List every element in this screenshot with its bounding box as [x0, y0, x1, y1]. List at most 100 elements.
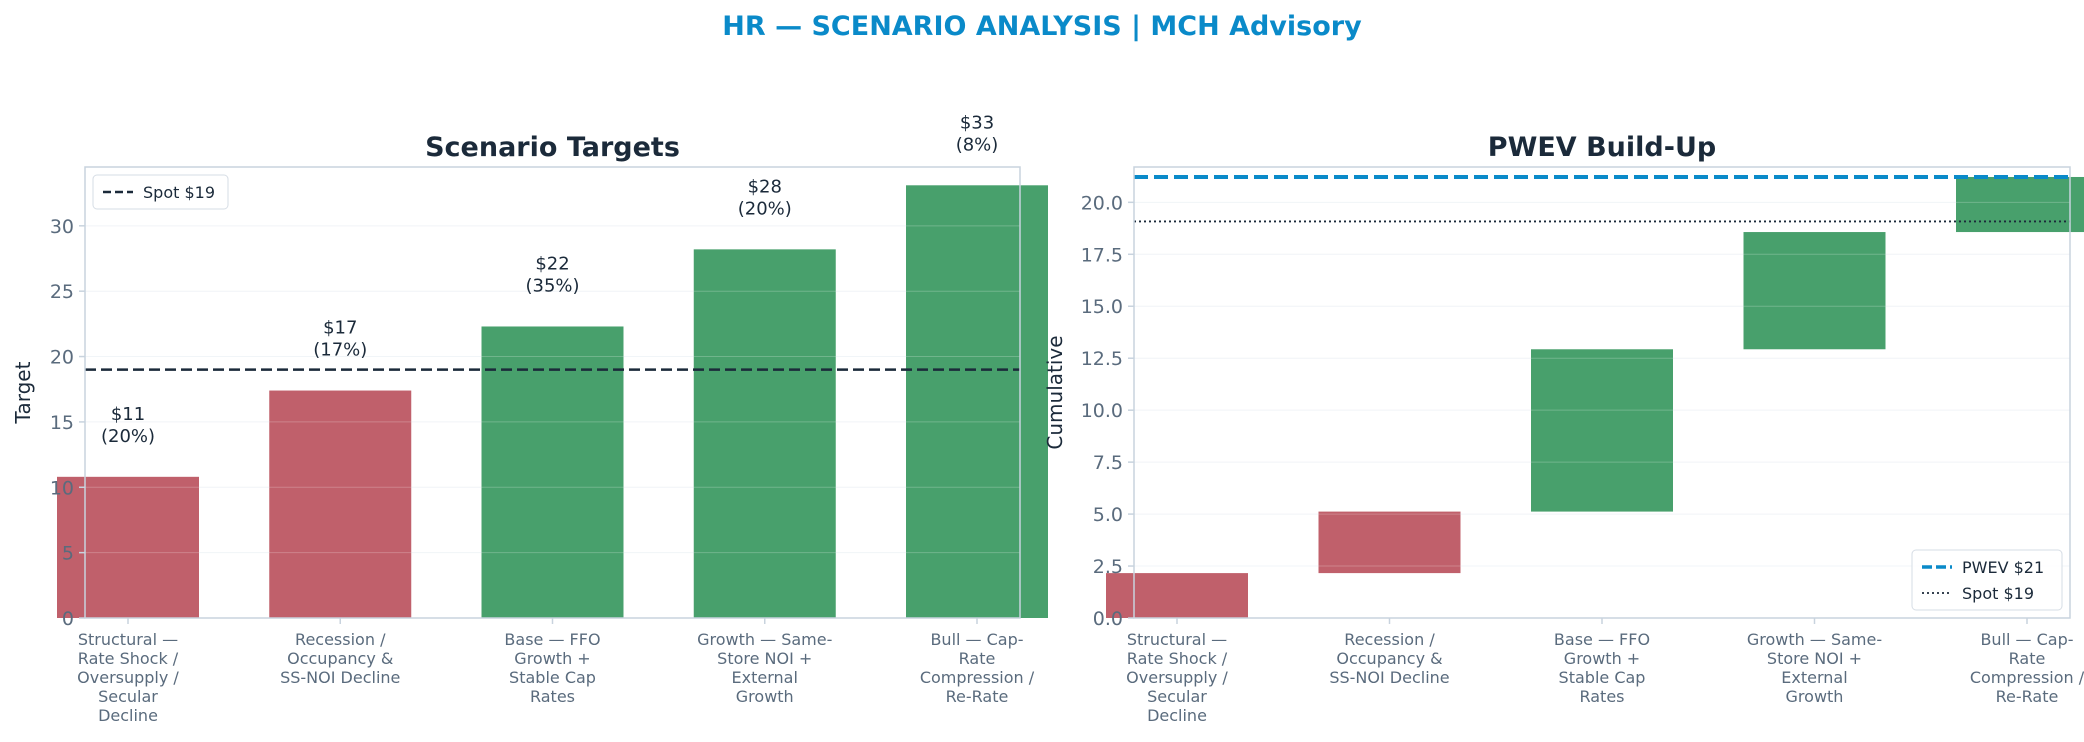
y-tick-label: 30 [50, 216, 74, 238]
text-line: Recession / [295, 630, 386, 649]
text-line: Structural — [78, 630, 178, 649]
text-line: Growth — Same- [1747, 630, 1882, 649]
y-tick-label: 0 [62, 608, 74, 630]
bar [57, 476, 199, 618]
y-axis-label: Target [11, 361, 35, 424]
text-line: Oversupply / [77, 668, 179, 687]
y-tick-label: 15.0 [1081, 296, 1123, 318]
bar [269, 390, 412, 618]
text-line: (17%) [313, 340, 367, 361]
text-line: Stable Cap [1559, 668, 1646, 687]
y-axis-label: Cumulative [1043, 335, 1067, 449]
text-line: Base — FFO [1554, 630, 1650, 649]
text-line: Decline [98, 706, 158, 725]
y-tick-label: 2.5 [1093, 556, 1123, 578]
legend-box [1911, 549, 2063, 611]
y-tick-label: 5 [62, 543, 74, 565]
text-line: (35%) [525, 275, 579, 296]
x-tick-label: Growth — Same-Store NOI + External Growth [1747, 630, 1882, 706]
text-line: Stable Cap [509, 668, 596, 687]
y-tick-label: 15 [50, 412, 74, 434]
y-tick-label: 0.0 [1093, 608, 1123, 630]
data-label: $17 (17%) [313, 318, 367, 361]
x-tick-label: Bull — Cap-Rate Compression / Re-Rate [1970, 630, 2084, 706]
text-line: Compression / [1970, 668, 2084, 687]
bar [1956, 176, 2084, 233]
bar [1743, 232, 1886, 350]
text-line: Rate [959, 649, 996, 668]
text-line: (20%) [738, 198, 792, 219]
data-label: $33 (8%) [956, 112, 999, 155]
x-axis-ticks: Structural — Rate Shock / Oversupply / Secu… [1126, 618, 2084, 725]
panel-title: PWEV Build-Up [1488, 132, 1716, 163]
text-line: Rates [530, 687, 575, 706]
text-line: External [732, 668, 798, 687]
text-line: Bull — Cap- [1980, 630, 2073, 649]
x-tick-label: Recession / Occupancy & SS-NOI Decline [1329, 630, 1449, 687]
data-label: $22 (35%) [525, 253, 579, 296]
text-line: Growth [1786, 687, 1844, 706]
text-line: Rate [2009, 649, 2046, 668]
pwev-buildup-panel: 0.0 2.5 5.0 7.5 10.0 12.5 15.0 17.5 20.0 Structu… [1043, 132, 2084, 725]
legend: PWEV $21 Spot $19 [1911, 549, 2063, 611]
y-axis-ticks: 0.0 2.5 5.0 7.5 10.0 12.5 15.0 17.5 20.0 [1081, 192, 1134, 630]
data-label: $11 (20%) [101, 404, 155, 447]
text-line: Growth + [514, 649, 590, 668]
bar [693, 249, 836, 619]
text-line: Occupancy & [287, 649, 393, 668]
legend-box [92, 174, 229, 210]
text-line: $28 [748, 176, 782, 197]
text-line: $17 [323, 318, 357, 339]
y-tick-label: 20 [50, 347, 74, 369]
text-line: Oversupply / [1126, 668, 1228, 687]
text-line: $11 [111, 404, 145, 425]
bars [1106, 176, 2084, 618]
text-line: Store NOI + [717, 649, 812, 668]
text-line: $33 [960, 112, 994, 133]
text-line: (8%) [956, 134, 999, 155]
scenario-targets-panel: 0 5 10 15 20 25 30 Structural — Rate Shock / Ove… [11, 112, 1048, 725]
text-line: Secular [1147, 687, 1207, 706]
bar [906, 185, 1048, 618]
text-line: $22 [535, 253, 569, 274]
bars [57, 185, 1048, 619]
y-tick-label: 20.0 [1081, 192, 1123, 214]
text-line: Growth + [1564, 649, 1640, 668]
bar [481, 326, 624, 618]
text-line: SS-NOI Decline [1329, 668, 1449, 687]
x-tick-label: Growth — Same-Store NOI + External Growth [697, 630, 832, 706]
text-line: Compression / [920, 668, 1035, 687]
y-tick-label: 10.0 [1081, 400, 1123, 422]
bar [1106, 573, 1248, 618]
x-tick-label: Structural — Rate Shock / Oversupply / Secu… [77, 630, 179, 725]
text-line: Store NOI + [1767, 649, 1862, 668]
x-tick-label: Structural — Rate Shock / Oversupply / Secu… [1126, 630, 1228, 725]
legend-label: Spot $19 [1962, 584, 2034, 603]
legend-label: Spot $19 [143, 183, 215, 202]
y-tick-label: 10 [50, 477, 74, 499]
y-tick-label: 12.5 [1081, 348, 1123, 370]
text-line: Re-Rate [946, 687, 1009, 706]
text-line: Base — FFO [504, 630, 600, 649]
text-line: Rate Shock / [1127, 649, 1228, 668]
text-line: (20%) [101, 426, 155, 447]
text-line: Growth [736, 687, 794, 706]
text-line: Structural — [1127, 630, 1227, 649]
text-line: Bull — Cap- [930, 630, 1023, 649]
x-axis-ticks: Structural — Rate Shock / Oversupply / Secu… [77, 618, 1035, 725]
text-line: Rate Shock / [78, 649, 179, 668]
y-tick-label: 17.5 [1081, 244, 1123, 266]
legend-label: PWEV $21 [1962, 558, 2044, 577]
x-tick-label: Base — FFO Growth + Stable Cap Rates [1554, 630, 1650, 706]
panel-title: Scenario Targets [425, 132, 680, 163]
x-tick-label: Bull — Cap-Rate Compression / Re-Rate [920, 630, 1035, 706]
bar [1318, 511, 1461, 574]
bar [1531, 349, 1673, 512]
text-line: SS-NOI Decline [280, 668, 400, 687]
text-line: Recession / [1344, 630, 1435, 649]
legend: Spot $19 [92, 174, 229, 210]
data-label: $28 (20%) [738, 176, 792, 219]
x-tick-label: Recession / Occupancy & SS-NOI Decline [280, 630, 400, 687]
text-line: External [1781, 668, 1847, 687]
